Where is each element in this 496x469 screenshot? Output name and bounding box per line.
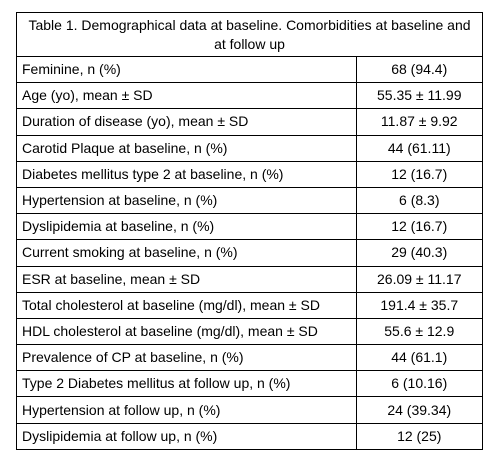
- row-value: 44 (61.1): [355, 344, 483, 372]
- table-row: Current smoking at baseline, n (%) 29 (40…: [16, 239, 483, 267]
- row-value: 55.35 ± 11.99: [355, 82, 483, 110]
- table-row: Prevalence of CP at baseline, n (%) 44 (6…: [16, 344, 483, 372]
- table-row: Hypertension at follow up, n (%) 24 (39.3…: [16, 396, 483, 424]
- row-value: 12 (16.7): [355, 213, 483, 241]
- table-row: Carotid Plaque at baseline, n (%) 44 (61.…: [16, 134, 483, 162]
- table-row: Dyslipidemia at baseline, n (%) 12 (16.7): [16, 213, 483, 241]
- row-label: Dyslipidemia at follow up, n (%): [16, 422, 357, 450]
- row-value: 6 (10.16): [355, 370, 483, 398]
- row-value: 26.09 ± 11.17: [355, 265, 483, 293]
- row-value: 29 (40.3): [355, 239, 483, 267]
- row-label: Feminine, n (%): [16, 55, 357, 84]
- row-label: Age (yo), mean ± SD: [16, 82, 357, 110]
- row-label: HDL cholesterol at baseline (mg/dl), mea…: [16, 317, 357, 346]
- row-label: Dyslipidemia at baseline, n (%): [16, 213, 357, 241]
- row-label: Total cholesterol at baseline (mg/dl), m…: [16, 291, 357, 319]
- row-value: 12 (25): [355, 422, 483, 450]
- table-body: Table 1. Demographical data at baseline.…: [16, 12, 483, 450]
- row-label: Hypertension at follow up, n (%): [16, 396, 357, 424]
- demographics-table: Table 1. Demographical data at baseline.…: [16, 12, 483, 450]
- row-value: 12 (16.7): [355, 160, 483, 188]
- table-row: Type 2 Diabetes mellitus at follow up, n…: [16, 370, 483, 398]
- table-row: HDL cholesterol at baseline (mg/dl), mea…: [16, 317, 483, 346]
- row-value: 11.87 ± 9.92: [355, 108, 483, 136]
- table-row: Age (yo), mean ± SD 55.35 ± 11.99: [16, 82, 483, 110]
- row-value: 44 (61.11): [355, 134, 483, 162]
- row-label: Carotid Plaque at baseline, n (%): [16, 134, 357, 162]
- row-label: ESR at baseline, mean ± SD: [16, 265, 357, 293]
- row-label: Duration of disease (yo), mean ± SD: [16, 108, 357, 136]
- table-row: ESR at baseline, mean ± SD 26.09 ± 11.17: [16, 265, 483, 293]
- row-label: Current smoking at baseline, n (%): [16, 239, 357, 267]
- row-label: Type 2 Diabetes mellitus at follow up, n…: [16, 370, 357, 398]
- row-value: 191.4 ± 35.7: [355, 291, 483, 319]
- row-value: 24 (39.34): [355, 396, 483, 424]
- table-row: Dyslipidemia at follow up, n (%) 12 (25): [16, 422, 483, 450]
- row-value: 55.6 ± 12.9: [355, 317, 483, 346]
- table-row: Hypertension at baseline, n (%) 6 (8.3): [16, 186, 483, 215]
- row-value: 6 (8.3): [355, 186, 483, 215]
- table-caption: Table 1. Demographical data at baseline.…: [16, 12, 483, 57]
- row-label: Prevalence of CP at baseline, n (%): [16, 344, 357, 372]
- table-row: Total cholesterol at baseline (mg/dl), m…: [16, 291, 483, 319]
- row-value: 68 (94.4): [355, 55, 483, 84]
- table-row: Diabetes mellitus type 2 at baseline, n …: [16, 160, 483, 188]
- row-label: Hypertension at baseline, n (%): [16, 186, 357, 215]
- row-label: Diabetes mellitus type 2 at baseline, n …: [16, 160, 357, 188]
- table-row: Feminine, n (%) 68 (94.4): [16, 55, 483, 84]
- caption-row: Table 1. Demographical data at baseline.…: [16, 12, 483, 57]
- table-row: Duration of disease (yo), mean ± SD 11.87…: [16, 108, 483, 136]
